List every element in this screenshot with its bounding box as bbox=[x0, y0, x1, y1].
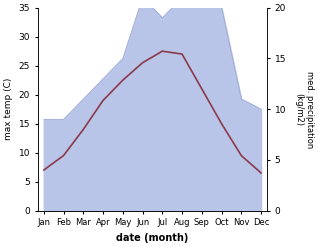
X-axis label: date (month): date (month) bbox=[116, 233, 189, 243]
Y-axis label: max temp (C): max temp (C) bbox=[4, 78, 13, 140]
Y-axis label: med. precipitation
(kg/m2): med. precipitation (kg/m2) bbox=[294, 71, 314, 148]
